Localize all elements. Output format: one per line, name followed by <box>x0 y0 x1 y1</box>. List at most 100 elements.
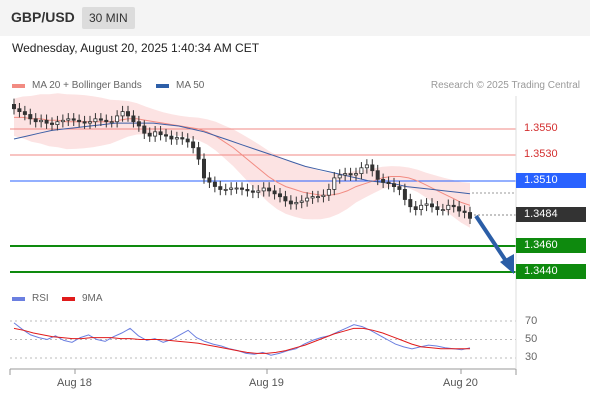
legend-ma20: MA 20 + Bollinger Bands <box>12 80 142 91</box>
bollinger-band <box>14 93 470 228</box>
candle-body <box>419 204 424 211</box>
ma20-swatch <box>12 83 25 88</box>
candle-body <box>120 111 125 117</box>
candle-body <box>245 188 250 192</box>
candle-body <box>375 170 380 180</box>
research-credit: Research © 2025 Trading Central <box>430 80 580 91</box>
candle-body <box>408 199 413 208</box>
candle-body <box>11 104 16 110</box>
candle-body <box>462 210 467 213</box>
candle-body <box>234 187 239 190</box>
candle-body <box>88 121 93 124</box>
candle-body <box>440 209 445 212</box>
candle-body <box>451 204 456 208</box>
ma50-label: MA 50 <box>176 80 205 91</box>
ma20-label: MA 20 + Bollinger Bands <box>32 80 142 91</box>
candle-body <box>104 119 109 123</box>
candle-body <box>185 138 190 143</box>
level-label-pivot: 1.3510 <box>516 173 586 188</box>
candle-body <box>98 118 103 121</box>
legend-rsi: RSI <box>12 293 49 304</box>
candle-body <box>136 121 141 127</box>
candle-body <box>429 203 434 208</box>
candle-body <box>229 187 234 190</box>
candle-body <box>397 186 402 190</box>
timestamp: Wednesday, August 20, 2025 1:40:34 AM CE… <box>12 41 260 55</box>
candle-body <box>207 177 212 183</box>
candle-body <box>288 200 293 205</box>
rsi-swatch <box>12 296 25 301</box>
candle-body <box>446 204 451 211</box>
candle-body <box>55 121 60 125</box>
candle-body <box>467 212 472 219</box>
candle-body <box>44 119 49 124</box>
candle-body <box>305 197 310 202</box>
candle-body <box>201 158 206 179</box>
candle-body <box>277 193 282 198</box>
top-bar: GBP/USD 30 MIN <box>0 0 590 36</box>
candle-body <box>261 187 266 192</box>
legend-ma50: MA 50 <box>156 80 204 91</box>
x-label-aug18: Aug 18 <box>57 377 92 389</box>
rsi-label: RSI <box>32 293 49 304</box>
x-label-aug19: Aug 19 <box>249 377 284 389</box>
candle-body <box>39 119 44 123</box>
level-label-2: 1.3530 <box>524 148 558 160</box>
forecast-arrow-line <box>474 214 510 266</box>
candle-body <box>424 203 429 206</box>
candle-body <box>174 137 179 140</box>
candle-body <box>153 131 158 137</box>
candle-body <box>60 119 65 123</box>
candle-body <box>212 181 217 187</box>
forecast-arrow-head <box>500 254 514 274</box>
candle-body <box>33 118 38 123</box>
candle-body <box>196 147 201 160</box>
rsi-9ma-line <box>13 327 470 354</box>
candle-body <box>115 115 120 123</box>
candle-body <box>321 194 326 197</box>
candle-body <box>126 111 131 117</box>
level-label-s2: 1.3440 <box>516 264 586 279</box>
candle-body <box>435 206 440 210</box>
candle-body <box>239 187 244 190</box>
candle-body <box>223 188 228 191</box>
candle-body <box>413 206 418 210</box>
candle-body <box>163 134 168 137</box>
rsi-ma-swatch <box>62 296 75 301</box>
candle-body <box>315 196 320 199</box>
candle-body <box>386 181 391 184</box>
rsi-ma-label: 9MA <box>82 293 103 304</box>
candle-body <box>191 141 196 149</box>
candle-body <box>381 178 386 183</box>
rsi-tick-30: 30 <box>525 351 538 363</box>
timeframe-button[interactable]: 30 MIN <box>82 7 135 29</box>
candle-body <box>71 118 76 121</box>
candle-body <box>294 201 299 205</box>
candle-body <box>77 119 82 123</box>
candle-body <box>283 196 288 202</box>
candle-body <box>256 190 261 193</box>
candle-body <box>218 186 223 190</box>
candle-body <box>364 164 369 169</box>
rsi-tick-70: 70 <box>525 315 538 327</box>
level-label-1: 1.3550 <box>524 122 558 134</box>
candle-body <box>250 190 255 193</box>
candle-body <box>402 188 407 200</box>
candle-body <box>457 206 462 212</box>
candle-body <box>180 137 185 140</box>
candle-body <box>343 173 348 176</box>
candle-body <box>169 135 174 140</box>
candle-body <box>22 111 27 115</box>
candle-body <box>348 173 353 176</box>
level-label-s1: 1.3460 <box>516 238 586 253</box>
symbol-title: GBP/USD <box>11 9 75 25</box>
legend-rsi-9ma: 9MA <box>62 293 103 304</box>
candle-body <box>109 121 114 124</box>
last-price-label: 1.3484 <box>516 207 586 222</box>
candle-body <box>353 173 358 176</box>
rsi-tick-50: 50 <box>525 333 538 345</box>
candle-body <box>158 131 163 136</box>
candle-body <box>28 114 33 120</box>
candle-body <box>17 108 22 112</box>
